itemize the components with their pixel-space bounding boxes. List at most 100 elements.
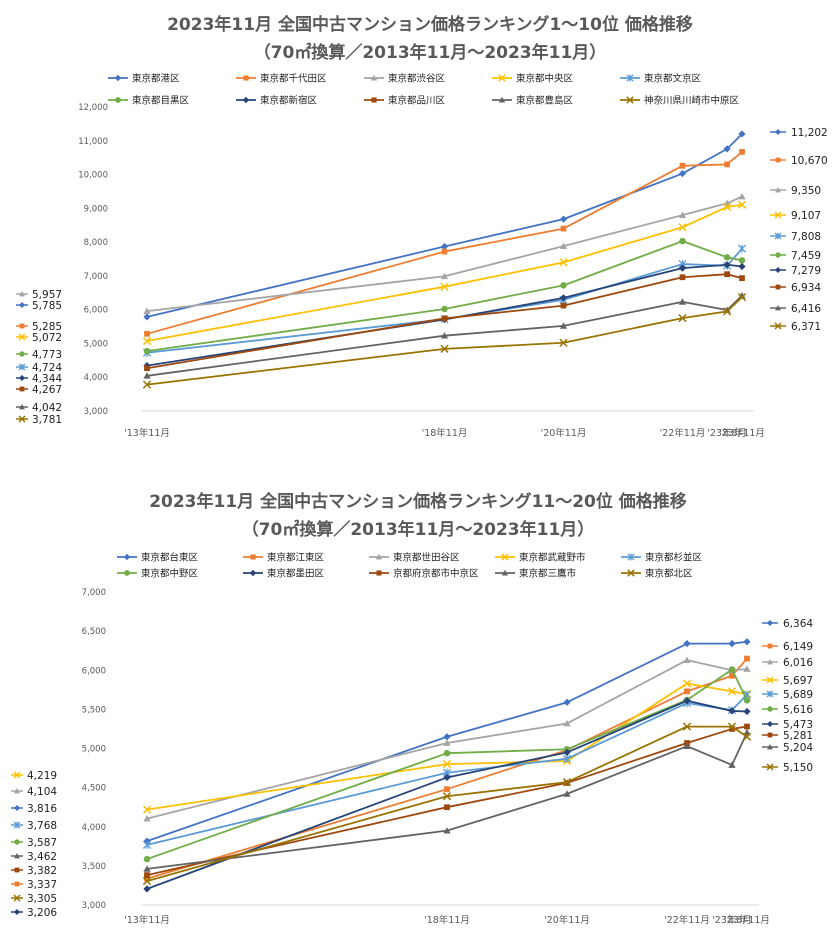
x-marker xyxy=(626,96,634,104)
start-value-text: 3,305 xyxy=(27,893,57,905)
square-marker xyxy=(19,323,25,329)
y-tick-label: 12,000 xyxy=(78,103,108,113)
diamond-marker xyxy=(563,698,571,706)
end-value-text: 11,202 xyxy=(791,127,828,139)
start-value-label: 3,587 xyxy=(11,837,57,849)
start-value-text: 3,768 xyxy=(27,820,57,832)
star-marker xyxy=(562,754,572,763)
x-marker xyxy=(766,763,774,771)
triangle-marker xyxy=(678,211,687,218)
start-value-text: 4,042 xyxy=(32,402,62,414)
legend-item: 東京都新宿区 xyxy=(236,95,318,107)
legend-item: 東京都杉並区 xyxy=(621,552,703,564)
end-value-label: 6,149 xyxy=(762,641,813,653)
square-marker xyxy=(729,726,735,732)
y-tick-label: 3,500 xyxy=(82,862,106,872)
x-tick-label: '13年11月 xyxy=(124,914,170,926)
chart-subtitle: （70㎡換算／2013年11月～2023年11月） xyxy=(242,519,595,540)
triangle-marker xyxy=(678,298,687,305)
x-marker xyxy=(722,307,732,316)
start-value-label: 3,462 xyxy=(11,851,57,863)
diamond-marker xyxy=(738,130,746,138)
chart-title: 2023年11月 全国中古マンション価格ランキング11～20位 価格推移 xyxy=(149,491,687,512)
x-marker xyxy=(501,553,509,561)
end-value-label: 6,364 xyxy=(762,618,813,630)
x-marker xyxy=(18,333,26,341)
square-marker xyxy=(679,274,686,281)
x-tick-label: '23年8月 xyxy=(707,427,747,439)
start-value-text: 5,785 xyxy=(32,300,62,312)
square-marker xyxy=(560,302,567,309)
diamond-marker xyxy=(19,375,25,381)
triangle-marker xyxy=(19,291,25,297)
legend-label: 京都府京都市中京区 xyxy=(393,568,479,580)
star-marker xyxy=(13,821,21,829)
legend-item: 東京都北区 xyxy=(621,568,693,580)
x-marker xyxy=(737,293,747,302)
legend-label: 東京都中野区 xyxy=(141,568,199,580)
start-value-text: 3,206 xyxy=(27,907,57,919)
end-value-label: 5,473 xyxy=(762,719,813,731)
square-marker xyxy=(684,688,690,695)
triangle-marker xyxy=(683,656,691,663)
end-value-text: 6,934 xyxy=(791,282,821,294)
end-value-label: 5,204 xyxy=(762,742,813,754)
triangle-marker xyxy=(501,569,509,576)
start-value-text: 4,267 xyxy=(32,384,62,396)
start-value-label: 4,344 xyxy=(16,373,62,385)
x-marker xyxy=(737,200,747,209)
legend-label: 東京都新宿区 xyxy=(260,95,318,107)
diamond-marker xyxy=(728,707,736,715)
legend-item: 東京都武蔵野市 xyxy=(495,552,586,564)
x-marker xyxy=(627,569,635,577)
triangle-marker xyxy=(443,739,451,746)
square-marker xyxy=(729,672,735,679)
legend-item: 東京都江東区 xyxy=(243,552,325,564)
circle-marker xyxy=(723,254,731,261)
chart-bottom: 2023年11月 全国中古マンション価格ランキング11～20位 価格推移 （70… xyxy=(11,491,813,926)
diamond-marker xyxy=(728,640,736,648)
end-value-label: 9,350 xyxy=(770,185,821,197)
square-marker xyxy=(739,149,745,155)
circle-marker xyxy=(14,839,20,845)
x-tick-label: '23年11月 xyxy=(719,427,765,439)
end-value-text: 6,016 xyxy=(783,657,813,669)
diamond-marker xyxy=(123,553,131,561)
x-marker xyxy=(742,732,752,741)
legend-item: 東京都中野区 xyxy=(117,568,199,580)
square-marker xyxy=(441,248,448,255)
start-value-label: 3,768 xyxy=(11,820,57,832)
end-value-text: 10,670 xyxy=(791,155,828,167)
square-marker xyxy=(144,872,150,878)
triangle-marker xyxy=(14,788,20,794)
diamond-marker xyxy=(14,909,20,915)
square-marker xyxy=(744,655,750,662)
start-value-text: 3,587 xyxy=(27,837,57,849)
end-value-label: 11,202 xyxy=(770,127,828,139)
start-value-label: 4,773 xyxy=(16,349,62,361)
series-group xyxy=(144,271,745,372)
triangle-marker xyxy=(370,74,378,81)
end-value-text: 7,808 xyxy=(791,231,821,243)
start-value-text: 3,816 xyxy=(27,803,57,815)
y-tick-label: 5,500 xyxy=(82,705,106,715)
start-value-text: 4,219 xyxy=(27,770,57,782)
x-marker xyxy=(142,877,152,886)
square-marker xyxy=(444,786,450,793)
y-tick-label: 7,000 xyxy=(84,272,108,282)
diamond-marker xyxy=(242,96,250,104)
legend-label: 神奈川県川崎市中原区 xyxy=(644,95,740,107)
square-marker xyxy=(744,723,750,730)
triangle-marker xyxy=(375,553,383,560)
start-value-label: 4,219 xyxy=(11,770,57,782)
star-marker xyxy=(627,553,635,561)
legend-item: 東京都千代田区 xyxy=(236,73,327,85)
legend-item: 京都府京都市中京区 xyxy=(369,568,479,580)
x-tick-label: '23年11月 xyxy=(724,914,770,926)
square-marker xyxy=(250,554,256,560)
start-value-label: 5,285 xyxy=(16,321,62,333)
y-tick-label: 5,000 xyxy=(82,745,106,755)
series-line xyxy=(146,668,748,860)
x-tick-label: '18年11月 xyxy=(424,914,470,926)
end-value-text: 9,107 xyxy=(791,210,821,222)
